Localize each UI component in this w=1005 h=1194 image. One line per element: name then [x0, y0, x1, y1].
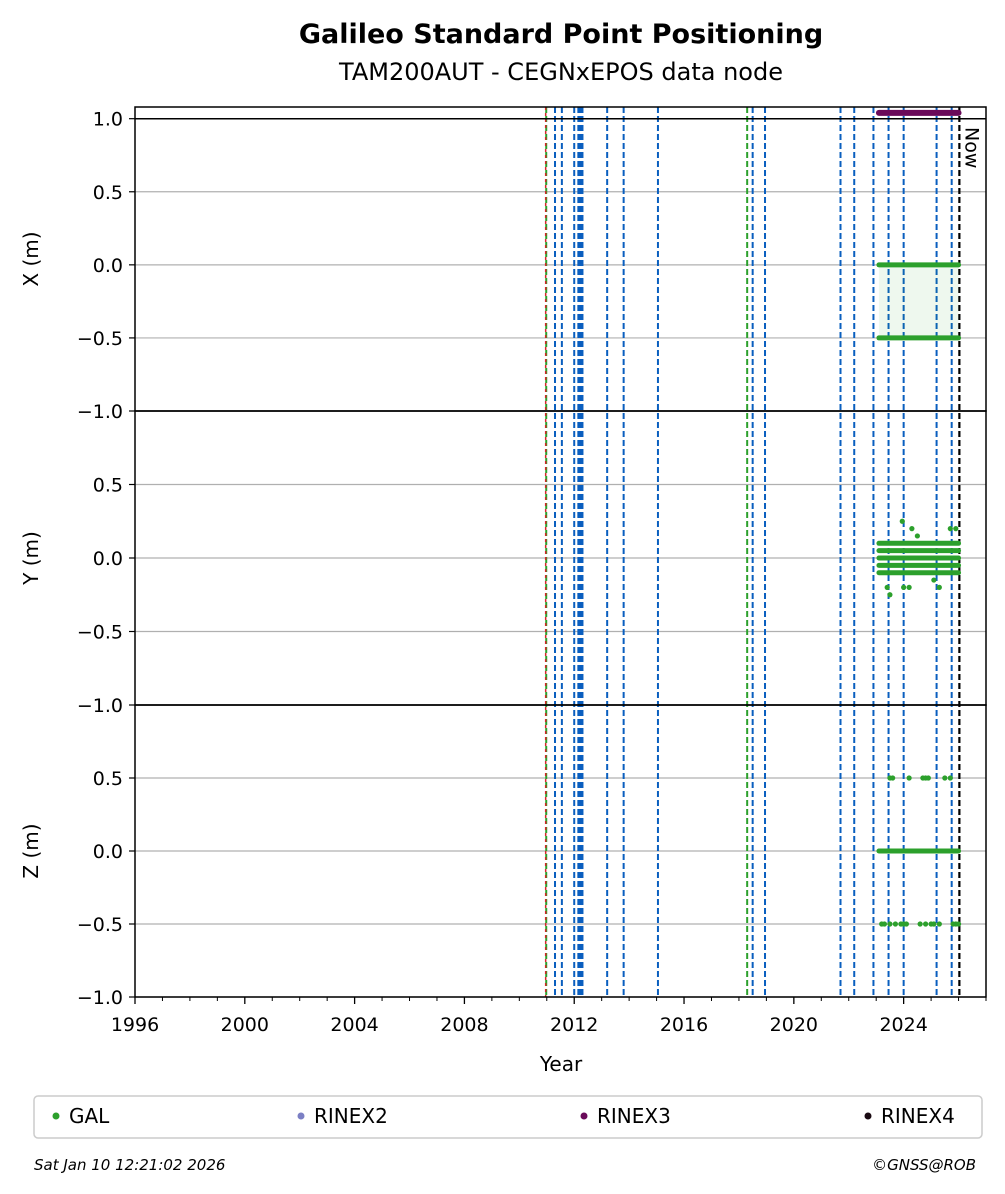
gal-data-point — [909, 526, 915, 532]
gal-data-point — [881, 921, 888, 927]
y-axis-label: Z (m) — [19, 823, 43, 878]
x-tick-label: 2004 — [330, 1014, 378, 1036]
gal-data-point — [953, 526, 959, 532]
gal-data-point — [914, 533, 920, 539]
y-tick-label: −1.0 — [77, 695, 123, 717]
legend-marker — [297, 1112, 305, 1120]
y-tick-label: 0.5 — [93, 182, 123, 204]
gal-data-point — [917, 921, 923, 927]
y-tick-label: −1.0 — [77, 987, 123, 1009]
gal-data-point — [925, 775, 931, 781]
now-label: Now — [960, 127, 982, 168]
gal-data-point — [906, 775, 912, 781]
gal-data-point — [936, 921, 942, 927]
gal-data-point — [955, 921, 962, 927]
y-tick-label: 0.5 — [93, 475, 123, 497]
y-tick-label: −0.5 — [77, 328, 123, 350]
legend-marker — [52, 1112, 60, 1120]
gal-data-point — [884, 584, 890, 591]
x-tick-label: 2024 — [879, 1014, 927, 1036]
data-band-fill — [878, 264, 959, 338]
y-tick-label: 0.0 — [93, 548, 123, 570]
gal-data-point — [901, 584, 907, 591]
x-axis-label: Year — [539, 1052, 583, 1076]
y-axis-label: Y (m) — [19, 531, 43, 586]
y-tick-label: 0.5 — [93, 768, 123, 790]
x-tick-label: 2008 — [440, 1014, 488, 1036]
y-tick-label: 0.0 — [93, 841, 123, 863]
gal-data-point — [903, 921, 909, 927]
gal-data-point — [899, 518, 905, 524]
x-tick-label: 1996 — [111, 1014, 159, 1036]
gal-data-point — [890, 775, 896, 781]
gal-data-point — [931, 577, 937, 583]
x-tick-label: 2020 — [770, 1014, 818, 1036]
x-tick-label: 2016 — [660, 1014, 708, 1036]
panel-frame — [134, 704, 987, 998]
legend-marker — [864, 1112, 872, 1120]
legend-entry: RINEX2 — [314, 1104, 388, 1128]
legend-entry: GAL — [69, 1104, 110, 1128]
y-tick-label: −1.0 — [77, 401, 123, 423]
footer-timestamp: Sat Jan 10 12:21:02 2026 — [34, 1156, 225, 1174]
y-tick-label: −0.5 — [77, 622, 123, 644]
footer-copyright: ©GNSS@ROB — [872, 1156, 976, 1174]
legend: GAL RINEX2 RINEX3 RINEX4 — [33, 1095, 983, 1139]
gal-data-point — [931, 921, 937, 927]
gal-data-point — [892, 921, 899, 927]
gal-data-point — [906, 584, 912, 591]
plot-area: 1.0 0.5 0.0 −0.5 −1.0 X (m) 0.5 0.0 −0.5 −1.0 Y (m… — [19, 106, 987, 1036]
gal-data-point — [887, 921, 893, 927]
y-axis-label: X (m) — [19, 231, 43, 286]
panel-frame — [134, 106, 987, 412]
gal-data-point — [947, 526, 953, 532]
y-tick-label: 0.0 — [93, 255, 123, 277]
y-tick-label: −0.5 — [77, 914, 123, 936]
chart-title: Galileo Standard Point Positioning — [299, 19, 823, 50]
gal-data-point — [887, 592, 893, 598]
x-tick-label: 2000 — [221, 1014, 269, 1036]
gal-data-point — [923, 921, 929, 927]
y-tick-label: 1.0 — [93, 109, 123, 131]
gal-data-point — [942, 775, 948, 781]
legend-entry: RINEX4 — [881, 1104, 955, 1128]
legend-frame — [33, 1095, 983, 1139]
gal-data-point — [947, 775, 953, 781]
legend-entry: RINEX3 — [597, 1104, 671, 1128]
legend-marker — [580, 1112, 588, 1120]
gal-data-point — [936, 584, 942, 591]
x-tick-label: 2012 — [550, 1014, 598, 1036]
chart-subtitle: TAM200AUT - CEGNxEPOS data node — [338, 58, 783, 86]
